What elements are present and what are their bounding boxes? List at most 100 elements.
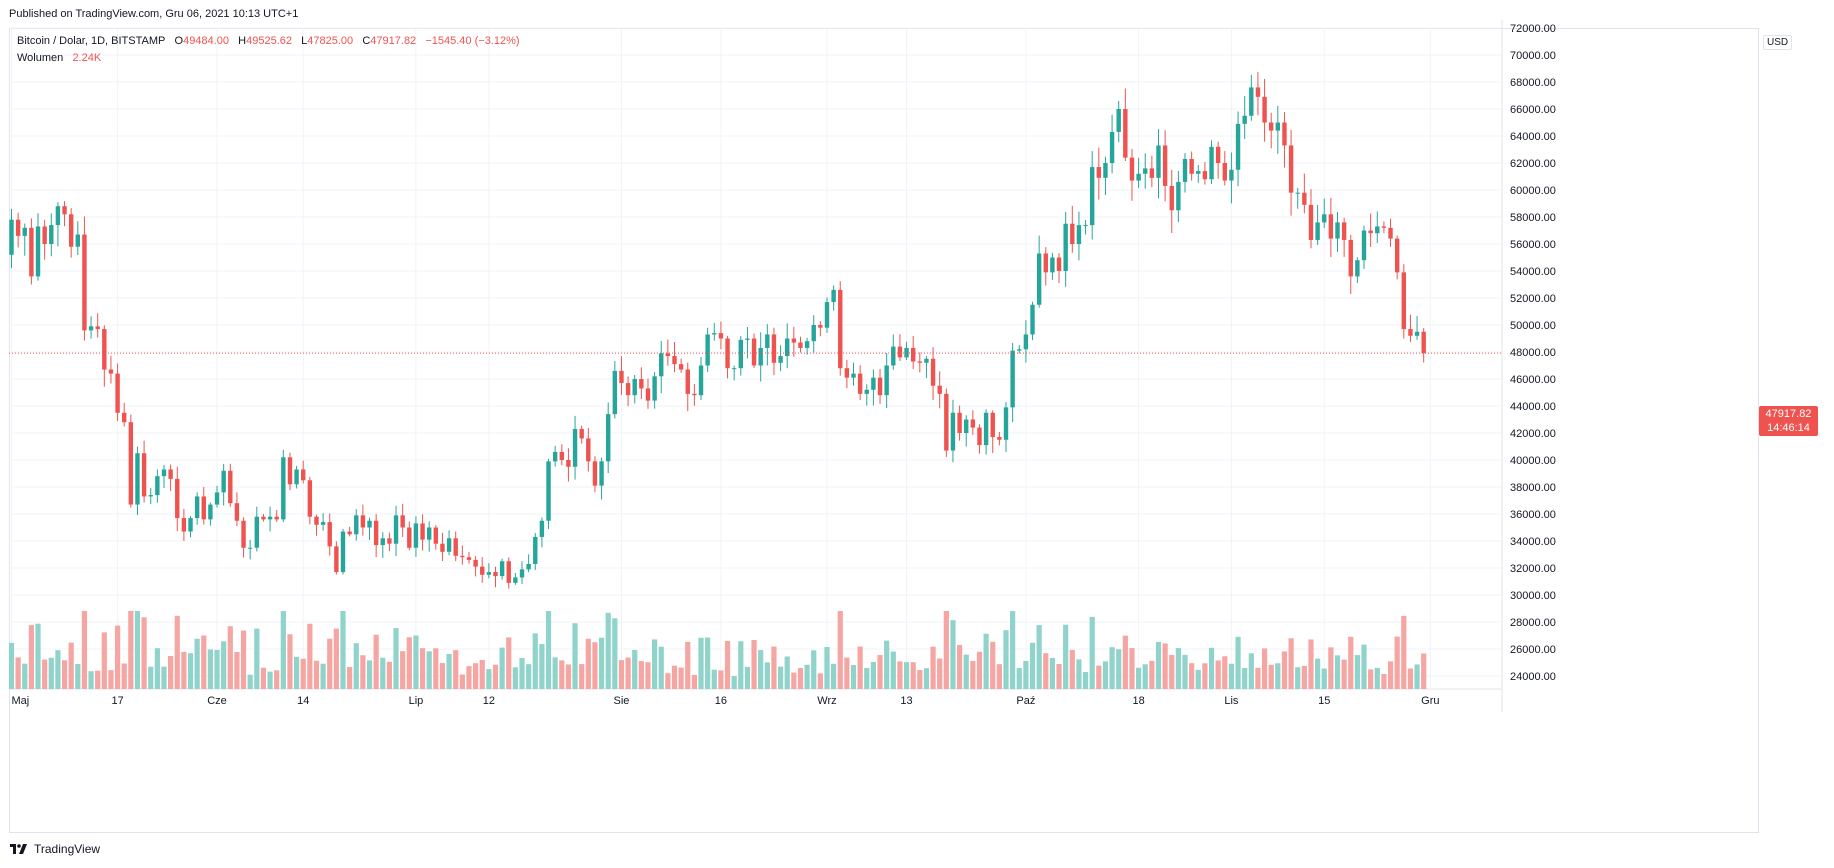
candle-body	[287, 457, 293, 485]
volume-bar	[8, 642, 15, 689]
volume-bar	[307, 623, 313, 689]
volume-bar	[685, 641, 691, 689]
candle-countdown: 14:46:14	[1767, 422, 1810, 434]
volume-bar	[804, 664, 810, 689]
symbol-title[interactable]: Bitcoin / Dolar, 1D, BITSTAMP	[17, 35, 166, 47]
candle-body	[692, 393, 697, 396]
candle-body	[340, 531, 346, 573]
volume-bar	[526, 664, 532, 689]
candle-body	[460, 555, 465, 558]
volume-bar	[1109, 647, 1115, 689]
open-label: O	[174, 35, 184, 47]
candle-body	[659, 353, 664, 377]
volume-bar	[42, 659, 48, 689]
candle-body	[301, 469, 306, 481]
volume-bar	[453, 650, 459, 689]
volume-bar	[1162, 643, 1168, 689]
volume-bar	[1149, 660, 1155, 689]
volume-bar	[532, 633, 538, 689]
volume-bar	[1295, 667, 1301, 689]
volume-bar	[68, 642, 74, 689]
volume-bar	[744, 666, 751, 689]
volume-bar	[48, 657, 54, 689]
x-tick-label: Lip	[409, 695, 424, 707]
candle-body	[990, 412, 995, 438]
candle-body	[871, 377, 876, 390]
candle-body	[135, 453, 140, 505]
volume-bar	[1334, 655, 1341, 689]
volume-bar	[406, 637, 412, 689]
volume-bar	[1348, 636, 1354, 689]
candle-body	[102, 329, 107, 370]
candle-body	[1295, 192, 1300, 194]
volume-bar	[1122, 635, 1128, 689]
volume-bar	[134, 611, 141, 689]
tradingview-brand[interactable]: TradingView	[10, 842, 100, 856]
x-tick-label: Wrz	[817, 695, 836, 707]
candle-body	[267, 516, 273, 520]
y-tick-label: 64000.00	[1510, 131, 1556, 143]
candle-body	[910, 347, 916, 362]
volume-bar	[890, 651, 896, 689]
candle-body	[970, 419, 976, 428]
candle-body	[1414, 331, 1420, 336]
volume-label[interactable]: Wolumen	[17, 52, 64, 64]
candle-body	[1123, 109, 1128, 158]
candle-body	[877, 377, 883, 396]
volume-bar	[552, 657, 558, 689]
candle-body	[1043, 253, 1048, 273]
currency-label[interactable]: USD	[1763, 35, 1793, 50]
y-tick-label: 26000.00	[1510, 644, 1556, 656]
volume-bar	[1288, 638, 1294, 689]
volume-bar	[1182, 654, 1188, 689]
volume-bar	[976, 651, 983, 689]
candle-body	[493, 572, 498, 577]
volume-bar	[473, 663, 479, 689]
volume-bar	[187, 653, 194, 689]
candle-body	[738, 339, 743, 369]
volume-bar	[486, 669, 492, 689]
volume-bar	[1268, 664, 1274, 689]
candle-body	[181, 518, 187, 532]
volume-bar	[671, 665, 678, 689]
volume-bar	[1381, 673, 1387, 689]
open-value: 49484.00	[183, 35, 229, 47]
candle-body	[937, 385, 942, 394]
candle-body	[586, 438, 591, 462]
candle-body	[599, 461, 604, 486]
candle-body	[413, 523, 419, 548]
volume-bar	[1235, 636, 1241, 689]
candle-body	[672, 356, 677, 365]
x-tick-label: 17	[111, 695, 123, 707]
volume-bar	[174, 615, 180, 689]
y-tick-label: 38000.00	[1510, 482, 1556, 494]
volume-bar	[499, 647, 505, 689]
volume-bar	[1308, 639, 1314, 689]
volume-bar	[698, 637, 704, 689]
volume-bar	[366, 660, 373, 689]
volume-bar	[771, 646, 777, 689]
volume-bar	[1116, 649, 1122, 689]
candle-body	[360, 515, 366, 528]
candle-body	[798, 342, 803, 348]
volume-bar	[181, 651, 187, 689]
candle-body	[88, 326, 94, 331]
volume-bar	[1089, 616, 1095, 689]
candle-body	[519, 569, 525, 578]
candle-body	[1103, 163, 1108, 178]
volume-bar	[214, 649, 220, 689]
volume-bar	[884, 640, 890, 689]
volume-bar	[221, 641, 227, 689]
published-info: Published on TradingView.com, Gru 06, 20…	[9, 8, 299, 20]
candle-body	[758, 347, 763, 366]
close-value: 47917.82	[370, 35, 417, 47]
x-tick-label: 15	[1318, 695, 1330, 707]
volume-bar	[234, 652, 240, 689]
candle-body	[234, 503, 240, 521]
candle-body	[1381, 226, 1387, 228]
candle-body	[373, 520, 379, 546]
candle-body	[307, 480, 313, 517]
x-axis-labels: Maj 17 Cze 14 Lip 12 Sie 16 Wrz 13 Paź 18 Lis 15 Gru	[12, 695, 1440, 707]
low-label: L	[301, 35, 308, 47]
